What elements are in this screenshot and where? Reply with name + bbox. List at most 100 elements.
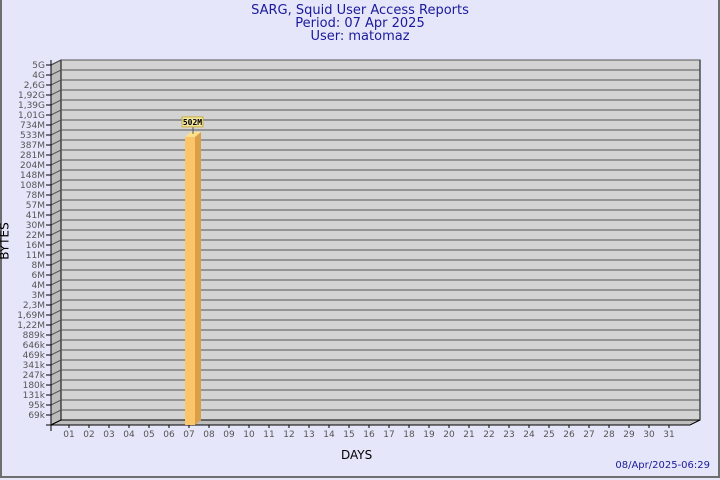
y-tick-label: 95k <box>28 401 45 411</box>
x-tick-label: 23 <box>503 430 514 440</box>
x-tick-label: 18 <box>403 430 415 440</box>
x-tick-label: 26 <box>563 430 575 440</box>
x-tick-label: 01 <box>63 430 74 440</box>
x-tick-label: 27 <box>583 430 594 440</box>
chart-user: User: matomaz <box>310 29 410 44</box>
gridline-side <box>50 69 62 76</box>
x-tick-label: 02 <box>83 430 94 440</box>
y-tick-label: 11M <box>26 251 45 261</box>
gridline-side <box>50 169 62 176</box>
x-tick-label: 10 <box>243 430 255 440</box>
gridline-side <box>50 269 62 276</box>
gridline-side <box>50 349 62 356</box>
gridline-side <box>50 319 62 326</box>
gridline-side <box>50 99 62 106</box>
x-tick-label: 22 <box>483 430 494 440</box>
y-tick-label: 180k <box>23 381 46 391</box>
x-tick-label: 06 <box>163 430 175 440</box>
gridline-side <box>50 109 62 116</box>
y-tick-label: 204M <box>20 161 45 171</box>
gridline-side <box>50 289 62 296</box>
gridline-side <box>50 189 62 196</box>
x-tick-label: 16 <box>363 430 375 440</box>
gridline-side <box>50 159 62 166</box>
y-tick-label: 3M <box>32 291 46 301</box>
gridline-side <box>50 179 62 186</box>
y-tick-label: 41M <box>26 211 45 221</box>
y-tick-label: 1,39G <box>18 101 45 111</box>
gridline-side <box>50 249 62 256</box>
generated-timestamp: 08/Apr/2025-06:29 <box>615 460 710 471</box>
y-tick-label: 16M <box>26 241 45 251</box>
chart-period: Period: 07 Apr 2025 <box>295 16 425 31</box>
y-tick-label: 1,92G <box>18 91 45 101</box>
y-tick-label: 1,22M <box>17 321 45 331</box>
x-tick-label: 09 <box>223 430 235 440</box>
gridline-side <box>50 359 62 366</box>
bar <box>185 136 195 425</box>
y-tick-label: 1,01G <box>18 111 45 121</box>
y-tick-label: 341k <box>23 361 46 371</box>
x-tick-label: 17 <box>383 430 394 440</box>
y-tick-label: 469k <box>23 351 46 361</box>
x-tick-label: 05 <box>143 430 154 440</box>
x-tick-label: 15 <box>343 430 354 440</box>
x-tick-label: 03 <box>103 430 114 440</box>
gridline-side <box>50 329 62 336</box>
gridline-side <box>50 59 62 66</box>
y-tick-label: 108M <box>20 181 45 191</box>
bar-top <box>185 131 201 137</box>
y-tick-label: 281M <box>20 151 45 161</box>
y-tick-label: 387M <box>20 141 45 151</box>
gridline-side <box>50 379 62 386</box>
y-tick-label: 8M <box>32 261 46 271</box>
x-tick-label: 29 <box>623 430 635 440</box>
gridline-side <box>50 199 62 206</box>
x-tick-label: 31 <box>663 430 674 440</box>
y-tick-label: 889k <box>23 331 46 341</box>
gridline-side <box>50 339 62 346</box>
gridline-side <box>50 209 62 216</box>
y-tick-label: 148M <box>20 171 45 181</box>
gridline-side <box>50 389 62 396</box>
gridline-side <box>50 139 62 146</box>
y-tick-label: 5G <box>32 61 45 71</box>
gridline-side <box>50 239 62 246</box>
x-tick-label: 28 <box>603 430 615 440</box>
chart-title: SARG, Squid User Access Reports <box>251 3 469 18</box>
gridline-side <box>50 149 62 156</box>
gridline-side <box>50 119 62 126</box>
x-tick-label: 14 <box>323 430 335 440</box>
gridline-side <box>50 299 62 306</box>
data-label: 502M <box>183 118 202 127</box>
gridline-side <box>50 399 62 406</box>
gridline-side <box>50 219 62 226</box>
y-tick-label: 78M <box>26 191 45 201</box>
x-tick-label: 12 <box>283 430 294 440</box>
gridline-side <box>50 129 62 136</box>
y-axis-label: BYTES <box>0 222 12 260</box>
y-tick-label: 30M <box>26 221 45 231</box>
y-tick-label: 6M <box>32 271 46 281</box>
gridline-side <box>50 409 62 416</box>
x-tick-label: 21 <box>463 430 474 440</box>
x-tick-label: 08 <box>203 430 215 440</box>
data-label-box <box>181 116 204 128</box>
x-tick-label: 13 <box>303 430 314 440</box>
x-tick-label: 30 <box>643 430 655 440</box>
x-tick-label: 25 <box>543 430 554 440</box>
gridline-side <box>50 369 62 376</box>
gridline-side <box>50 259 62 266</box>
gridline-side <box>50 229 62 236</box>
x-tick-label: 19 <box>423 430 435 440</box>
x-tick-label: 24 <box>523 430 535 440</box>
gridline-side <box>50 279 62 286</box>
y-tick-label: 69k <box>28 411 45 421</box>
y-tick-label: 2,3M <box>23 301 45 311</box>
y-tick-label: 4M <box>32 281 46 291</box>
y-tick-label: 131k <box>23 391 46 401</box>
x-tick-label: 11 <box>263 430 274 440</box>
x-tick-label: 04 <box>123 430 135 440</box>
